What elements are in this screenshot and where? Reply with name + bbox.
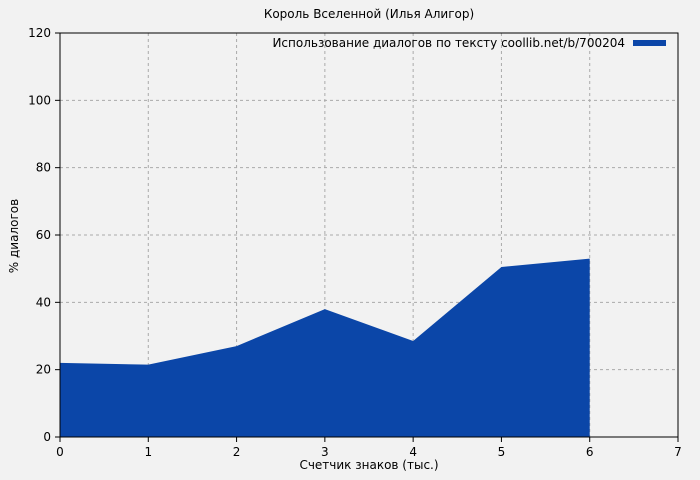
y-tick-label: 60 (36, 228, 51, 242)
x-tick-label: 7 (674, 445, 682, 459)
y-tick-label: 0 (43, 430, 51, 444)
legend-swatch (633, 40, 666, 46)
y-tick-label: 120 (28, 26, 51, 40)
y-tick-label: 20 (36, 363, 51, 377)
legend: Использование диалогов по тексту coollib… (272, 36, 666, 50)
chart-title: Король Вселенной (Илья Алигор) (263, 7, 475, 21)
y-tick-label: 40 (36, 295, 51, 309)
x-tick-label: 6 (586, 445, 594, 459)
x-tick-label: 3 (321, 445, 329, 459)
y-axis-label: % диалогов (7, 198, 21, 274)
x-tick-label: 4 (409, 445, 417, 459)
x-tick-label: 0 (56, 445, 64, 459)
x-tick-label: 2 (233, 445, 241, 459)
legend-label: Использование диалогов по тексту coollib… (272, 36, 625, 50)
y-tick-label: 80 (36, 161, 51, 175)
area-series (60, 258, 590, 437)
x-tick-label: 5 (498, 445, 506, 459)
x-tick-label: 1 (144, 445, 152, 459)
y-tick-label: 100 (28, 93, 51, 107)
x-axis-label: Счетчик знаков (тыс.) (299, 458, 439, 472)
